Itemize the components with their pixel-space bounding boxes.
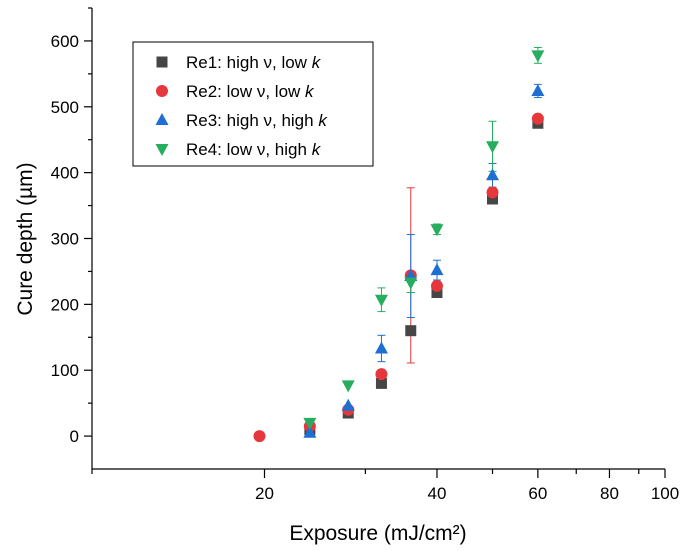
data-point-re2 (253, 430, 266, 443)
data-point-re2 (531, 112, 544, 125)
data-point-re1 (431, 287, 443, 299)
data-point-re1 (487, 193, 499, 205)
data-point-re2 (430, 279, 443, 292)
legend-label-re2: Re2: low ν, low k (186, 82, 315, 101)
y-ticks: 0 100 200 300 400 500 600 (51, 7, 92, 446)
data-point-re3 (341, 398, 355, 411)
legend-label-re3: Re3: high ν, high k (186, 111, 328, 130)
data-point-re4 (404, 277, 418, 290)
legend-label-re4: Re4: low ν, high k (186, 140, 322, 159)
x-axis-title: Exposure (mJ/cm²) (289, 522, 466, 545)
data-point-re4 (430, 224, 444, 237)
y-axis-title: Cure depth (µm) (14, 162, 37, 315)
x-tick-label: 40 (428, 484, 447, 503)
legend-marker-re4 (155, 144, 169, 156)
data-point-re4 (486, 141, 500, 154)
x-tick-label: 100 (651, 484, 679, 503)
legend-marker-re1 (156, 56, 168, 68)
error-bars (377, 47, 542, 364)
data-point-re4 (341, 380, 355, 393)
legend-marker-re2 (156, 85, 168, 97)
data-point-re3 (531, 83, 545, 96)
x-tick-label: 80 (600, 484, 619, 503)
legend-box (132, 41, 374, 167)
y-tick-label: 200 (51, 295, 79, 314)
y-tick-label: 100 (51, 361, 79, 380)
data-point-re3 (303, 425, 317, 438)
data-point-re1 (375, 377, 387, 389)
data-point-re3 (486, 168, 500, 181)
x-tick-label: 60 (528, 484, 547, 503)
legend: Re1: high ν, low k Re2: low ν, low k Re3: … (132, 41, 374, 167)
data-point-re3 (430, 263, 444, 276)
data-point-re4 (374, 294, 388, 307)
data-point-re1 (405, 325, 417, 337)
data-point-re2 (486, 186, 499, 199)
y-tick-label: 400 (51, 164, 79, 183)
legend-marker-re3 (155, 113, 169, 125)
x-tick-label: 20 (255, 484, 274, 503)
y-tick-label: 0 (70, 427, 79, 446)
data-markers (253, 50, 545, 443)
legend-label-re1: Re1: high ν, low k (186, 53, 322, 72)
data-point-re2 (375, 368, 388, 381)
y-tick-label: 600 (51, 32, 79, 51)
x-ticks: 20 40 60 80 100 (91, 469, 679, 503)
data-point-re4 (303, 417, 317, 430)
y-tick-label: 500 (51, 98, 79, 117)
y-tick-label: 300 (51, 230, 79, 249)
data-point-re4 (531, 50, 545, 63)
data-point-re3 (374, 341, 388, 354)
